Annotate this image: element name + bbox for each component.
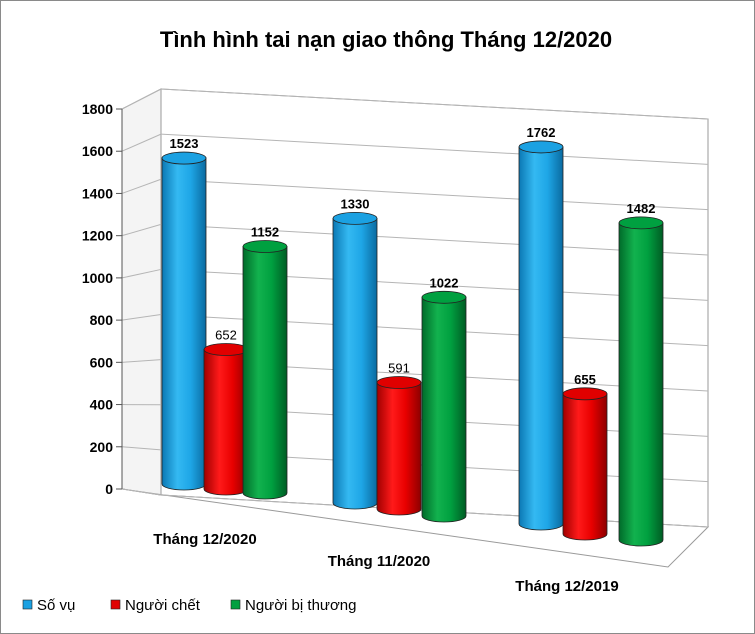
data-label: 1762 [527,125,556,140]
bar-top [332,211,378,225]
bar-top [376,376,422,389]
legend-label: Người bị thương [245,597,356,614]
gridline-side [121,359,162,363]
bar-top [618,216,664,230]
y-tick-label: 1400 [82,185,113,201]
bar-top [562,387,608,401]
data-label: 655 [574,372,596,387]
bar-2-0 [242,246,288,500]
y-tick-label: 0 [105,481,113,497]
bar-top [421,290,467,304]
gridline [160,223,709,256]
bar-2-2 [618,222,664,547]
data-label: 1022 [430,275,459,290]
y-tick-label: 800 [90,312,114,328]
gridline-side [121,178,162,194]
bar-0-0 [161,157,207,491]
y-tick-label: 1800 [82,101,113,117]
gridline-side [121,446,162,451]
x-category-label: Tháng 11/2020 [328,553,431,570]
bar-1-2 [562,393,608,541]
gridline-side [121,268,162,279]
gridline-side [121,133,162,152]
gridline [160,178,709,211]
x-category-label: Tháng 12/2020 [153,531,256,548]
legend-label: Người chết [125,597,201,614]
legend-swatch [230,599,241,610]
bar-top [203,343,249,356]
bar-top [161,151,207,165]
bar-top [518,140,564,154]
y-tick-label: 1600 [82,143,113,159]
bar-1-1 [376,382,422,516]
gridline [160,88,709,120]
data-label: 1152 [251,224,279,239]
legend-label: Số vụ [37,597,75,614]
legend: Số vụ Người chết Người bị thương [22,597,356,614]
bar-0-2 [518,146,564,531]
y-tick-label: 1000 [82,270,113,286]
data-label: 1523 [170,136,199,151]
x-axis-categories: Tháng 12/2020 Tháng 11/2020 Tháng 12/2019 [153,531,618,595]
x-category-label: Tháng 12/2019 [515,578,618,595]
gridline-side [121,88,162,110]
chart-title: Tình hình tai nạn giao thông Tháng 12/20… [160,27,612,52]
legend-swatch [22,599,33,610]
y-axis-ticks: 0 200 400 600 800 1000 1200 1400 1600 1800 [82,101,123,497]
y-tick-label: 1200 [82,228,113,244]
y-tick-label: 200 [90,439,114,455]
bar-1-0 [203,349,249,496]
y-tick-label: 600 [90,354,114,370]
gridline-side [121,488,162,496]
left-wall [121,88,162,496]
bar-0-1 [332,217,378,510]
gridline-side [121,314,162,321]
legend-swatch [110,599,121,610]
data-label: 652 [215,327,237,342]
data-label: 591 [388,361,410,376]
gridline-side [121,223,162,237]
data-label: 1482 [627,201,656,216]
bar-top [242,240,288,253]
gridline [160,133,709,165]
bar-2-1 [421,296,467,523]
data-label: 1330 [341,196,370,211]
y-tick-label: 400 [90,397,114,413]
bars: 1523 652 1152 1330 591 1022 1762 655 1482 [161,125,664,547]
